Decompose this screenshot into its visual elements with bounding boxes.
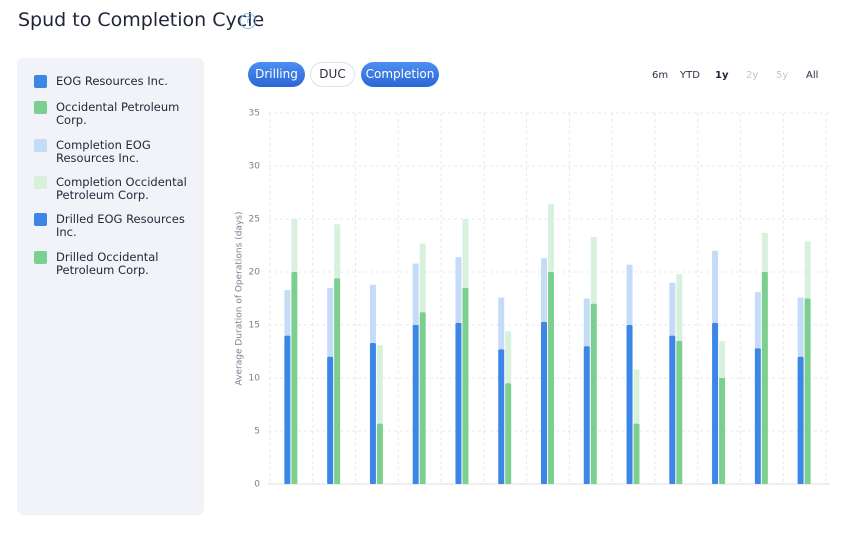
legend-item[interactable]: EOG Resources Inc.: [34, 75, 194, 88]
bar-drilled: [761, 272, 768, 484]
y-tick-label: 5: [254, 427, 260, 437]
y-tick-label: 15: [249, 321, 260, 331]
range-option[interactable]: All: [806, 70, 819, 81]
bar-completion: [583, 298, 590, 347]
bar-drilled: [498, 349, 505, 484]
legend-label: Drilled Occidental Petroleum Corp.: [56, 250, 159, 277]
bar-drilled: [633, 423, 640, 484]
help-icon[interactable]: ?: [240, 13, 256, 29]
bar-drilled: [548, 272, 554, 484]
bar-drilled: [291, 272, 298, 484]
bar-completion: [590, 237, 597, 304]
y-tick-label: 20: [249, 268, 261, 278]
legend-item[interactable]: Completion Occidental Petroleum Corp.: [34, 176, 194, 202]
bar-completion: [676, 274, 683, 341]
bar-completion: [412, 263, 419, 325]
bar-completion: [804, 241, 811, 299]
y-tick-label: 35: [249, 109, 260, 119]
bar-completion: [462, 219, 469, 288]
bar-completion: [284, 290, 291, 336]
bar-completion: [754, 292, 761, 349]
y-tick-label: 10: [249, 374, 261, 384]
legend-swatch: [34, 139, 47, 152]
bar-completion: [633, 369, 640, 424]
bar-drilled: [455, 322, 462, 484]
bar-completion: [334, 224, 341, 279]
bar-completion: [327, 287, 334, 357]
legend-label: Drilled EOG Resources Inc.: [56, 212, 185, 239]
bar-drilled: [719, 378, 726, 484]
legend-item[interactable]: Occidental Petroleum Corp.: [34, 101, 194, 127]
range-option[interactable]: 5y: [776, 70, 789, 81]
legend-swatch: [34, 101, 47, 114]
page-title: Spud to Completion Cycle: [18, 9, 265, 31]
bar-drilled: [797, 356, 804, 484]
legend-label: EOG Resources Inc.: [56, 74, 168, 88]
legend-item[interactable]: Drilled Occidental Petroleum Corp.: [34, 251, 194, 277]
bar-drilled: [284, 335, 291, 484]
bar-completion: [669, 282, 676, 336]
legend-label: Completion Occidental Petroleum Corp.: [56, 175, 187, 202]
y-tick-label: 25: [249, 215, 260, 225]
range-option[interactable]: 1y: [715, 70, 729, 81]
bar-completion: [498, 297, 505, 350]
bar-completion: [369, 284, 376, 344]
tab-button[interactable]: Drilling: [248, 62, 305, 87]
bar-completion: [626, 264, 633, 325]
legend-label: Completion EOG Resources Inc.: [56, 138, 151, 165]
legend-panel: EOG Resources Inc. Occidental Petroleum C…: [17, 58, 204, 515]
legend-swatch: [34, 75, 47, 88]
bar-drilled: [541, 321, 547, 484]
bar-completion: [505, 331, 512, 384]
bar-drilled: [462, 287, 469, 484]
bar-completion: [548, 204, 554, 272]
bar-drilled: [419, 312, 426, 484]
range-option[interactable]: 2y: [746, 70, 759, 81]
bar-drilled: [676, 340, 683, 484]
legend-item[interactable]: Drilled EOG Resources Inc.: [34, 213, 194, 239]
bar-drilled: [590, 303, 597, 484]
legend-swatch: [34, 251, 47, 264]
bar-drilled: [669, 335, 676, 484]
bar-completion: [455, 257, 462, 323]
bar-completion: [797, 297, 804, 357]
y-tick-label: 0: [254, 480, 260, 490]
bar-completion: [541, 258, 547, 322]
bar-completion: [719, 340, 726, 378]
bar-completion: [712, 250, 719, 323]
legend-swatch: [34, 213, 47, 226]
y-tick-label: 30: [249, 162, 261, 172]
bar-drilled: [583, 346, 590, 484]
bar-drilled: [412, 325, 419, 484]
tab-button[interactable]: Completion: [361, 62, 439, 87]
bar-completion: [291, 219, 298, 272]
bar-drilled: [626, 325, 633, 484]
bar-drilled: [369, 343, 376, 484]
legend-label: Occidental Petroleum Corp.: [56, 100, 180, 127]
bar-completion: [419, 243, 426, 313]
range-option[interactable]: 6m: [652, 70, 669, 81]
bar-drilled: [505, 383, 512, 484]
tab-button[interactable]: DUC: [310, 62, 355, 87]
bar-completion: [761, 232, 768, 272]
bar-drilled: [754, 348, 761, 484]
bar-drilled: [334, 278, 341, 484]
bar-drilled: [376, 423, 383, 484]
legend-swatch: [34, 176, 47, 189]
bar-completion: [376, 345, 383, 424]
bar-drilled: [327, 356, 334, 484]
range-option[interactable]: YTD: [680, 70, 700, 81]
legend-item[interactable]: Completion EOG Resources Inc.: [34, 139, 194, 165]
bar-drilled: [712, 322, 719, 484]
bar-drilled: [804, 298, 811, 484]
y-axis-label: Average Duration of Operations (days): [235, 212, 245, 386]
